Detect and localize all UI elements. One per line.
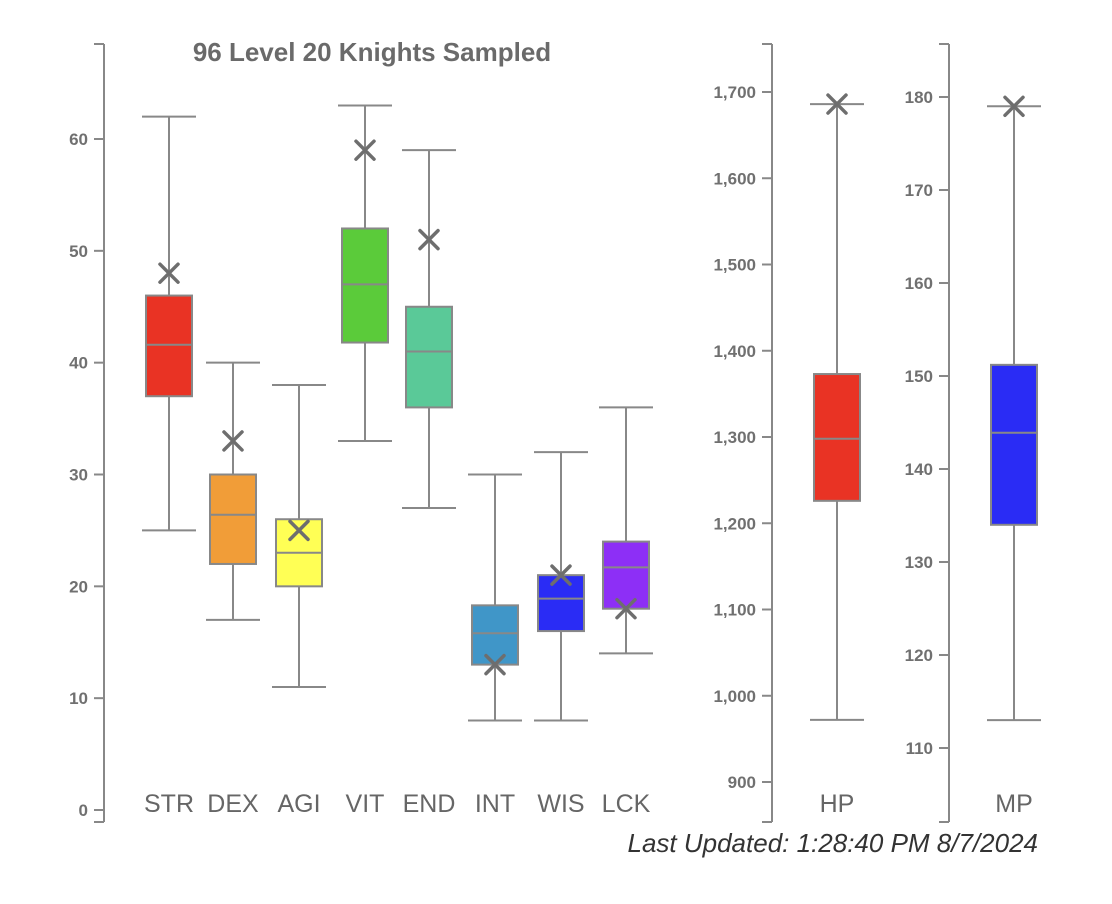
chart-panel-3: 110 120 130 140 150 160 170 180 MP [905, 43, 1041, 823]
chart-panel-2: 900 1,000 1,100 1,200 1,300 1,400 1,500 1,600 1,… [713, 43, 864, 823]
marker-x-stroke [158, 262, 180, 284]
marker-x-stroke [418, 228, 440, 251]
box-wis: WIS [534, 451, 588, 818]
category-label: STR [144, 790, 194, 818]
y-tick-label: 130 [905, 553, 933, 572]
marker-x-stroke [288, 519, 310, 542]
y-tick-label: 10 [69, 689, 88, 708]
box-body [813, 373, 861, 502]
box-end: END [402, 149, 456, 818]
category-label: MP [995, 790, 1033, 818]
y-tick-label: 150 [905, 367, 933, 386]
y-tick-label: 110 [906, 739, 933, 758]
y-tick-label: 1,400 [713, 342, 756, 361]
category-label: INT [475, 790, 515, 818]
category-label: END [403, 790, 456, 818]
box-body [537, 574, 585, 633]
y-tick-label: 1,100 [713, 601, 756, 620]
y-tick-label: 0 [79, 801, 88, 820]
y-tick-label: 140 [905, 460, 933, 479]
y-tick-label: 120 [905, 646, 933, 665]
y-tick-label: 1,700 [713, 83, 756, 102]
box-body [341, 227, 389, 344]
y-tick-label: 170 [905, 181, 933, 200]
marker-x-stroke [354, 139, 376, 161]
chart-title: 96 Level 20 Knights Sampled [193, 37, 551, 67]
y-tick-label: 1,200 [713, 514, 756, 533]
box-body [145, 294, 193, 398]
y-tick-label: 50 [69, 242, 88, 261]
marker-x-stroke [826, 93, 848, 115]
category-label: DEX [207, 790, 259, 818]
y-tick-label: 1,600 [713, 169, 756, 188]
marker-x-stroke [222, 430, 244, 452]
y-tick-label: 900 [728, 773, 756, 792]
marker-x-stroke [550, 564, 572, 586]
category-label: AGI [277, 790, 320, 818]
last-updated-text: Last Updated: 1:28:40 PM 8/7/2024 [627, 828, 1038, 858]
marker-x-stroke [1003, 95, 1025, 118]
category-label: HP [820, 790, 855, 818]
y-tick-label: 180 [905, 88, 933, 107]
y-tick-label: 1,300 [713, 428, 756, 447]
box-hp: HP [810, 93, 864, 818]
y-tick-label: 30 [69, 466, 88, 485]
category-label: VIT [346, 790, 385, 818]
box-body [990, 363, 1038, 526]
box-dex: DEX [206, 361, 260, 818]
y-tick-label: 1,500 [713, 256, 756, 275]
box-body [602, 540, 650, 610]
marker-x-stroke [484, 653, 506, 676]
box-agi: AGI [272, 384, 326, 818]
chart-panel-1: 0 10 20 30 40 50 60 96 Level 20 Knights Sampled… [69, 37, 653, 823]
box-vit: VIT [338, 104, 392, 818]
box-body [471, 604, 519, 666]
y-tick-label: 160 [905, 274, 933, 293]
y-tick-label: 40 [69, 354, 88, 373]
box-mp: MP [987, 95, 1041, 818]
category-label: LCK [602, 790, 651, 818]
box-body [209, 473, 257, 565]
category-label: WIS [537, 790, 584, 818]
box-int: INT [468, 473, 522, 818]
marker-x-stroke [615, 597, 637, 620]
y-tick-label: 20 [69, 577, 88, 596]
y-tick-label: 1,000 [713, 687, 756, 706]
box-str: STR [142, 115, 196, 818]
y-tick-label: 60 [69, 130, 88, 149]
box-body [405, 305, 453, 409]
box-lck: LCK [599, 406, 653, 818]
